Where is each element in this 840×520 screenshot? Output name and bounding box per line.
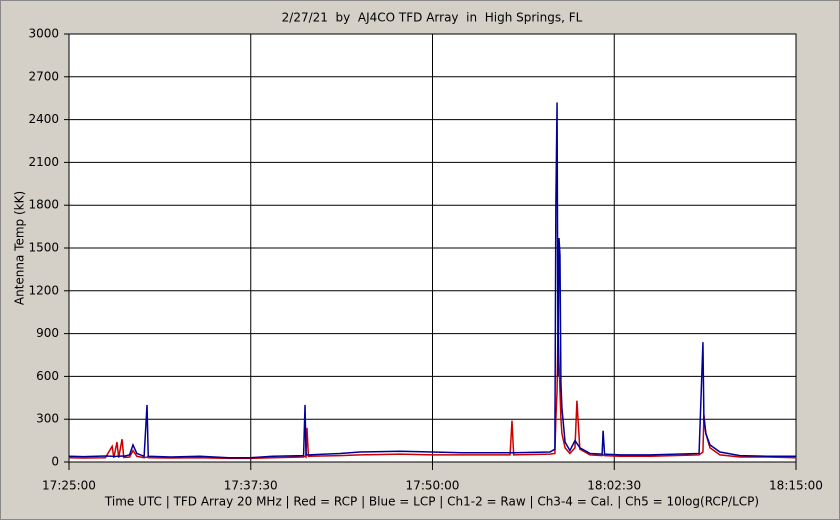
y-tick-label: 1500 [28,241,59,255]
x-tick-label: 17:50:00 [406,479,460,493]
y-tick-label: 900 [36,326,59,340]
y-tick-label: 1200 [28,283,59,297]
x-tick-label: 17:37:30 [224,479,278,493]
y-tick-label: 0 [51,455,59,469]
chart-title: 2/27/21 by AJ4CO TFD Array in High Sprin… [282,11,583,25]
y-tick-label: 300 [36,412,59,426]
x-axis-label: Time UTC | TFD Array 20 MHz | Red = RCP … [104,495,759,509]
series-line [68,102,796,459]
x-tick-label: 18:02:30 [587,479,641,493]
x-tick-label: 18:15:00 [769,479,823,493]
y-tick-label: 3000 [28,27,59,41]
y-tick-label: 1800 [28,198,59,212]
y-tick-label: 2100 [28,155,59,169]
y-tick-label: 600 [36,369,59,383]
x-tick-label: 17:25:00 [42,479,96,493]
series-line [68,326,797,460]
y-axis-label: Antenna Temp (kK) [13,191,27,305]
y-tick-label: 2700 [28,69,59,83]
y-tick-label: 2400 [28,112,59,126]
